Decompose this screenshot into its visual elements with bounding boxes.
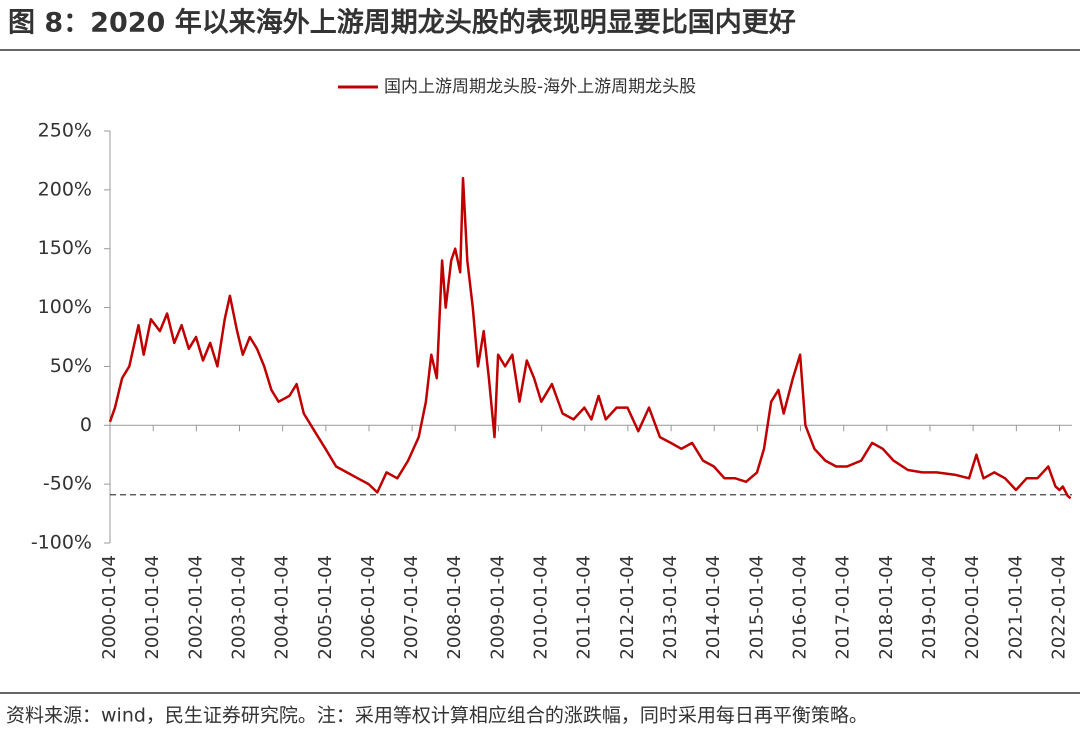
y-tick-label: -50%	[43, 473, 92, 495]
y-tick-label: 100%	[38, 296, 92, 318]
x-tick-label: 2001-01-04	[142, 555, 163, 660]
x-tick-label: 2016-01-04	[789, 555, 810, 660]
x-tick-label: 2007-01-04	[401, 555, 422, 660]
x-tick-label: 2014-01-04	[703, 555, 724, 660]
x-tick-label: 2005-01-04	[315, 555, 336, 660]
y-tick-label: 250%	[38, 120, 92, 142]
x-tick-label: 2019-01-04	[919, 555, 940, 660]
x-tick-label: 2017-01-04	[833, 555, 854, 660]
x-tick-label: 2010-01-04	[531, 555, 552, 660]
chart-title: 图 8：2020 年以来海外上游周期龙头股的表现明显要比国内更好	[8, 7, 796, 39]
y-tick-label: 200%	[38, 178, 92, 200]
x-tick-label: 2000-01-04	[99, 555, 120, 660]
legend-label: 国内上游周期龙头股-海外上游周期龙头股	[384, 77, 696, 97]
y-tick-label: 50%	[50, 355, 92, 377]
source-note: 资料来源：wind，民生证券研究院。注：采用等权计算相应组合的涨跌幅，同时采用每…	[6, 705, 868, 727]
y-tick-label: -100%	[31, 532, 92, 554]
x-tick-label: 2008-01-04	[444, 555, 465, 660]
x-tick-label: 2002-01-04	[185, 555, 206, 660]
x-tick-label: 2020-01-04	[962, 555, 983, 660]
x-tick-label: 2011-01-04	[574, 555, 595, 660]
y-tick-label: 150%	[38, 237, 92, 259]
x-tick-label: 2012-01-04	[617, 555, 638, 660]
x-tick-label: 2015-01-04	[746, 555, 767, 660]
x-tick-label: 2009-01-04	[487, 555, 508, 660]
x-tick-label: 2006-01-04	[358, 555, 379, 660]
x-tick-label: 2021-01-04	[1005, 555, 1026, 660]
data-line	[108, 176, 1072, 500]
x-tick-label: 2004-01-04	[272, 555, 293, 660]
x-tick-label: 2018-01-04	[876, 555, 897, 660]
x-tick-label: 2013-01-04	[660, 555, 681, 660]
x-tick-label: 2003-01-04	[228, 555, 249, 660]
y-tick-label: 0	[80, 414, 92, 436]
x-tick-label: 2022-01-04	[1048, 555, 1069, 660]
